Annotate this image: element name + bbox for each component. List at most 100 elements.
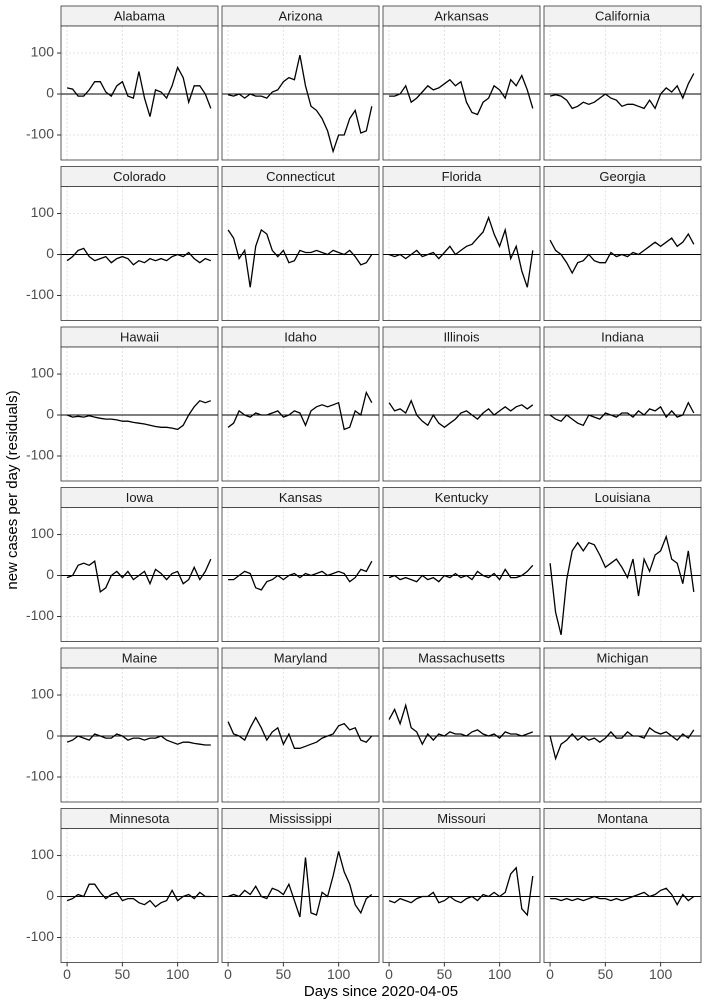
panel-background — [544, 828, 701, 963]
y-tick-label: -100 — [26, 607, 54, 623]
series-line — [228, 560, 373, 591]
strip-label: Idaho — [284, 329, 317, 344]
series-line — [66, 247, 212, 266]
y-tick-label: 0 — [46, 406, 54, 422]
panel-border — [60, 186, 219, 321]
panel-border — [60, 507, 219, 642]
series-line — [66, 733, 211, 746]
series-line — [227, 54, 373, 154]
y-tick-label: 0 — [46, 727, 54, 743]
panel-background — [383, 668, 540, 802]
panel-background — [61, 668, 218, 802]
panel-background — [61, 347, 218, 481]
y-tick-label: 100 — [31, 204, 55, 220]
x-axis-title: Days since 2020-04-05 — [304, 983, 458, 1000]
series-line — [549, 73, 695, 110]
panel-border — [543, 25, 702, 161]
strip-label: Hawaii — [120, 329, 159, 344]
strip-label: Georgia — [599, 169, 646, 184]
panel-background — [222, 26, 379, 160]
strip-label: Maryland — [274, 650, 327, 665]
panel-border — [382, 186, 541, 321]
panel-border — [60, 828, 219, 963]
series-line — [549, 401, 695, 427]
series-line — [389, 74, 534, 116]
panel-border — [60, 667, 219, 803]
panel-background — [383, 186, 540, 321]
strip-label: Maine — [122, 650, 157, 665]
series-line — [388, 866, 534, 917]
series-line — [549, 232, 695, 275]
panel-background — [222, 828, 379, 963]
x-tick-label: 100 — [166, 966, 190, 982]
y-tick-label: 0 — [46, 245, 54, 261]
y-tick-label: 0 — [46, 887, 54, 903]
series-line — [388, 564, 534, 583]
panel-border — [221, 186, 380, 321]
panel-background — [544, 507, 701, 642]
y-tick-label: 0 — [46, 85, 54, 101]
strip-label: Kansas — [279, 490, 323, 505]
strip-label: Michigan — [596, 650, 648, 665]
strip-label: Montana — [597, 811, 648, 826]
x-tick-label: 100 — [649, 966, 673, 982]
series-line — [227, 716, 373, 749]
series-line — [66, 558, 212, 594]
strip-label: Arizona — [278, 8, 323, 23]
panel-background — [383, 507, 540, 642]
strip-label: Mississippi — [269, 811, 332, 826]
panel-border — [543, 346, 702, 482]
y-tick-label: 100 — [31, 525, 55, 541]
x-tick-label: 0 — [546, 966, 554, 982]
panel-background — [222, 668, 379, 802]
series-line — [550, 887, 695, 907]
strip-label: Florida — [442, 169, 483, 184]
panel-border — [221, 25, 380, 161]
strip-label: Kentucky — [435, 490, 489, 505]
panel-background — [61, 26, 218, 160]
panel-border — [60, 346, 219, 482]
series-line — [388, 702, 534, 746]
x-tick-label: 50 — [437, 966, 453, 982]
panel-border — [60, 25, 219, 161]
strip-label: Indiana — [601, 329, 644, 344]
y-tick-label: -100 — [26, 126, 54, 142]
series-line — [227, 228, 373, 288]
panel-border — [382, 507, 541, 642]
panel-background — [383, 347, 540, 481]
panel-background — [383, 26, 540, 160]
series-line — [66, 65, 212, 117]
x-tick-label: 50 — [276, 966, 292, 982]
panel-border — [221, 667, 380, 803]
series-line — [549, 726, 695, 761]
strip-label: Louisiana — [595, 490, 651, 505]
panel-background — [544, 347, 701, 481]
y-tick-label: 100 — [31, 365, 55, 381]
panel-border — [382, 346, 541, 482]
panel-border — [543, 186, 702, 321]
panel-background — [544, 668, 701, 802]
panel-border — [382, 25, 541, 161]
series-line — [388, 215, 534, 288]
strip-label: Illinois — [443, 329, 480, 344]
panel-border — [221, 828, 380, 963]
panel-background — [544, 186, 701, 321]
panel-border — [221, 507, 380, 642]
strip-label: Massachusetts — [418, 650, 505, 665]
strip-label: Alabama — [114, 8, 166, 23]
panel-border — [543, 507, 702, 642]
strip-label: Connecticut — [266, 169, 335, 184]
panel-border — [382, 667, 541, 803]
x-tick-label: 50 — [598, 966, 614, 982]
y-tick-label: -100 — [26, 768, 54, 784]
panel-background — [383, 828, 540, 963]
y-tick-label: 0 — [46, 566, 54, 582]
panel-border — [221, 346, 380, 482]
series-line — [66, 883, 211, 908]
y-tick-label: 100 — [31, 686, 55, 702]
y-tick-label: -100 — [26, 286, 54, 302]
panel-border — [382, 828, 541, 963]
panel-background — [544, 26, 701, 160]
strip-label: California — [595, 8, 651, 23]
y-tick-label: -100 — [26, 928, 54, 944]
